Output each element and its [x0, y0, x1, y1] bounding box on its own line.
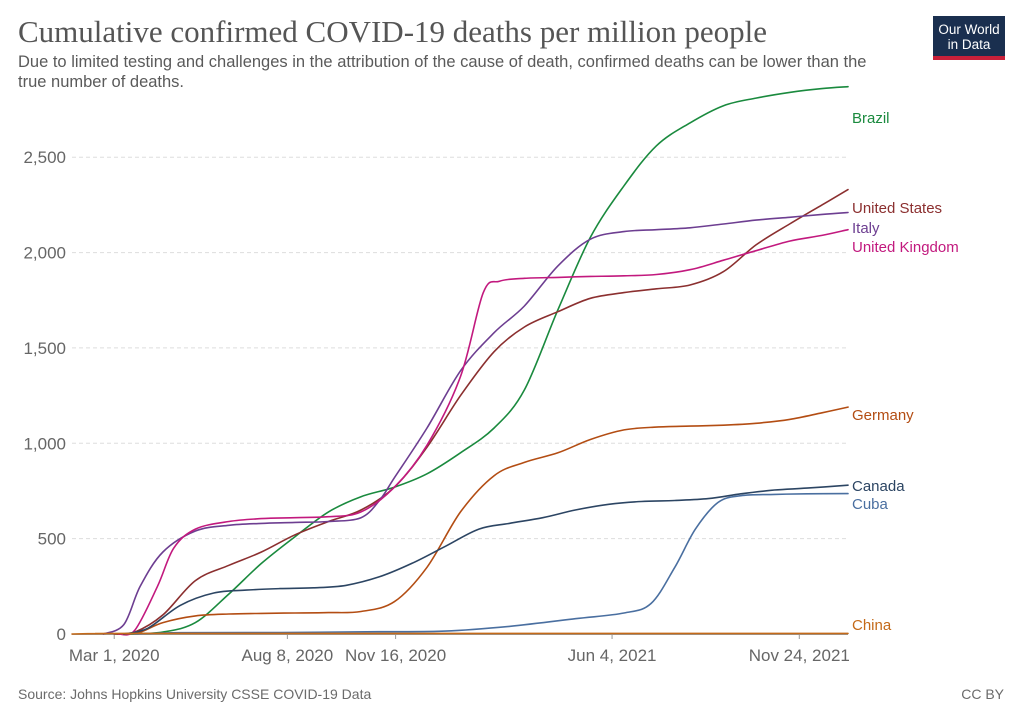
y-tick-label: 1,500: [23, 339, 66, 358]
series-line-italy[interactable]: [102, 211, 849, 635]
logo-line-2: in Data: [947, 37, 991, 52]
x-tick-label: Nov 24, 2021: [749, 646, 850, 665]
series-labels: Brazil United States Italy United Kingdom Ge…: [852, 110, 959, 634]
series-label-brazil[interactable]: Brazil: [852, 110, 890, 127]
series-line-united-kingdom[interactable]: [117, 228, 849, 636]
series-lines: [71, 85, 849, 636]
series-label-china[interactable]: China: [852, 617, 892, 634]
series-label-germany[interactable]: Germany: [852, 407, 914, 424]
series-line-brazil[interactable]: [128, 85, 849, 635]
y-tick-label: 500: [38, 530, 66, 549]
line-chart: 0 500 1,000 1,500 2,000 2,500 Mar 1, 2020 Aug …: [23, 85, 959, 665]
series-label-united-kingdom[interactable]: United Kingdom: [852, 239, 959, 256]
x-axis: Mar 1, 2020 Aug 8, 2020 Nov 16, 2020 Jun 4,…: [69, 634, 850, 665]
source-note[interactable]: Source: Johns Hopkins University CSSE CO…: [18, 686, 372, 702]
y-tick-label: 2,000: [23, 244, 66, 263]
chart-title: Cumulative confirmed COVID-19 deaths per…: [18, 14, 767, 49]
series-line-canada[interactable]: [123, 484, 849, 635]
y-tick-label: 1,000: [23, 434, 66, 453]
x-tick-label: Mar 1, 2020: [69, 646, 160, 665]
series-line-china[interactable]: [71, 632, 849, 635]
series-label-canada[interactable]: Canada: [852, 478, 905, 495]
y-tick-label: 0: [57, 625, 66, 644]
series-label-united-states[interactable]: United States: [852, 200, 942, 217]
chart-subtitle: Due to limited testing and challenges in…: [18, 53, 867, 91]
y-tick-label: 2,500: [23, 148, 66, 167]
y-axis: 0 500 1,000 1,500 2,000 2,500: [23, 148, 66, 644]
x-tick-label: Aug 8, 2020: [242, 646, 334, 665]
series-label-cuba[interactable]: Cuba: [852, 496, 889, 513]
owid-logo[interactable]: Our World in Data: [933, 16, 1005, 60]
series-line-cuba[interactable]: [134, 492, 849, 635]
series-line-united-states[interactable]: [113, 188, 849, 635]
logo-line-1: Our World: [938, 22, 1000, 37]
x-tick-label: Jun 4, 2021: [568, 646, 657, 665]
gridlines: [72, 156, 848, 540]
series-line-germany[interactable]: [123, 406, 849, 635]
series-label-italy[interactable]: Italy: [852, 220, 880, 237]
x-tick-label: Nov 16, 2020: [345, 646, 446, 665]
license-link[interactable]: CC BY: [961, 686, 1004, 702]
